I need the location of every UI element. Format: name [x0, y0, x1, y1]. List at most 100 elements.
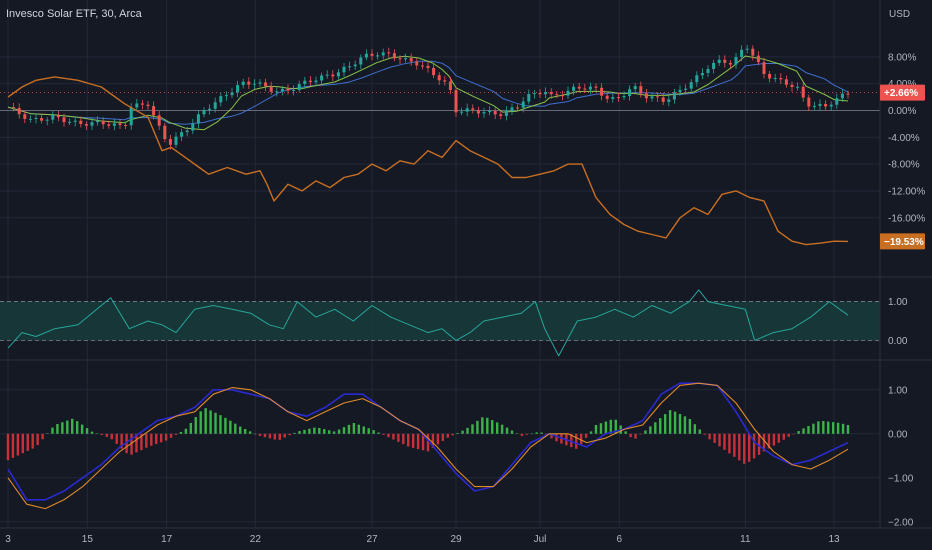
candle-body[interactable] — [661, 97, 665, 102]
histogram-bar[interactable] — [75, 421, 79, 434]
histogram-bar[interactable] — [6, 433, 10, 461]
histogram-bar[interactable] — [515, 433, 519, 434]
histogram-bar[interactable] — [841, 423, 845, 434]
histogram-bar[interactable] — [713, 433, 716, 443]
histogram-bar[interactable] — [594, 425, 598, 434]
histogram-bar[interactable] — [446, 433, 449, 438]
candle-body[interactable] — [762, 62, 766, 74]
histogram-bar[interactable] — [486, 417, 489, 434]
histogram-bar[interactable] — [293, 432, 296, 434]
histogram-bar[interactable] — [110, 433, 113, 440]
candle-body[interactable] — [146, 104, 150, 107]
histogram-bar[interactable] — [387, 433, 390, 438]
candle-body[interactable] — [331, 74, 335, 77]
histogram-bar[interactable] — [461, 430, 464, 434]
candle-body[interactable] — [689, 82, 693, 89]
candle-body[interactable] — [196, 114, 200, 124]
histogram-bar[interactable] — [26, 433, 29, 451]
histogram-bar[interactable] — [555, 433, 558, 442]
candle-body[interactable] — [359, 57, 363, 65]
histogram-bar[interactable] — [268, 433, 272, 439]
histogram-bar[interactable] — [105, 433, 109, 437]
candle-body[interactable] — [773, 77, 777, 79]
candle-body[interactable] — [460, 111, 464, 113]
histogram-bar[interactable] — [575, 433, 578, 449]
histogram-bar[interactable] — [426, 433, 430, 452]
histogram-bar[interactable] — [644, 430, 647, 434]
histogram-bar[interactable] — [367, 428, 370, 434]
candle-body[interactable] — [488, 110, 492, 113]
histogram-bar[interactable] — [807, 426, 810, 434]
histogram-bar[interactable] — [481, 417, 484, 434]
histogram-bar[interactable] — [634, 433, 637, 439]
histogram-bar[interactable] — [11, 433, 15, 458]
candle-body[interactable] — [56, 115, 60, 118]
histogram-bar[interactable] — [323, 429, 326, 434]
candle-body[interactable] — [740, 49, 744, 57]
candle-body[interactable] — [420, 65, 424, 67]
histogram-bar[interactable] — [135, 433, 138, 453]
candle-body[interactable] — [588, 86, 592, 90]
candle-body[interactable] — [560, 95, 564, 97]
candle-body[interactable] — [252, 83, 256, 85]
histogram-bar[interactable] — [530, 433, 533, 435]
candle-body[interactable] — [516, 107, 520, 109]
histogram-bar[interactable] — [303, 429, 306, 434]
histogram-bar[interactable] — [253, 433, 257, 435]
histogram-bar[interactable] — [46, 433, 49, 434]
histogram-bar[interactable] — [189, 422, 193, 434]
candle-body[interactable] — [745, 48, 749, 50]
candle-body[interactable] — [202, 110, 206, 115]
candle-body[interactable] — [555, 94, 559, 96]
histogram-bar[interactable] — [589, 431, 593, 434]
candle-body[interactable] — [796, 86, 800, 88]
histogram-bar[interactable] — [831, 422, 835, 434]
histogram-bar[interactable] — [71, 418, 74, 434]
candle-body[interactable] — [381, 52, 385, 56]
candle-body[interactable] — [532, 93, 536, 95]
candle-body[interactable] — [695, 75, 699, 83]
histogram-bar[interactable] — [234, 423, 237, 434]
candle-body[interactable] — [34, 117, 38, 119]
histogram-bar[interactable] — [777, 433, 781, 443]
candle-body[interactable] — [437, 75, 441, 81]
moving-average-slow[interactable] — [7, 60, 849, 125]
candle-body[interactable] — [51, 115, 55, 120]
candle-body[interactable] — [247, 81, 251, 85]
histogram-bar[interactable] — [782, 433, 785, 440]
histogram-bar[interactable] — [649, 426, 652, 434]
candle-body[interactable] — [611, 97, 615, 99]
candle-body[interactable] — [521, 101, 525, 108]
histogram-bar[interactable] — [728, 433, 731, 454]
histogram-bar[interactable] — [604, 421, 608, 434]
histogram-bar[interactable] — [510, 430, 514, 434]
histogram-bar[interactable] — [614, 419, 617, 434]
candle-body[interactable] — [476, 109, 480, 114]
candle-body[interactable] — [482, 112, 486, 114]
histogram-bar[interactable] — [313, 427, 316, 434]
candle-body[interactable] — [493, 110, 497, 115]
histogram-bar[interactable] — [56, 424, 59, 434]
histogram-bar[interactable] — [204, 408, 207, 434]
histogram-bar[interactable] — [16, 433, 20, 456]
histogram-bar[interactable] — [155, 433, 158, 445]
histogram-bar[interactable] — [836, 422, 840, 434]
candle-body[interactable] — [650, 96, 654, 99]
candle-body[interactable] — [566, 90, 570, 96]
candle-body[interactable] — [432, 67, 436, 76]
candle-body[interactable] — [392, 53, 396, 59]
candle-body[interactable] — [656, 96, 660, 98]
candle-body[interactable] — [23, 114, 27, 119]
candle-body[interactable] — [605, 95, 609, 99]
histogram-bar[interactable] — [733, 433, 736, 457]
histogram-bar[interactable] — [698, 429, 701, 434]
candle-body[interactable] — [768, 73, 772, 79]
histogram-bar[interactable] — [757, 433, 761, 455]
candle-body[interactable] — [135, 103, 139, 108]
candle-body[interactable] — [454, 90, 458, 113]
candle-body[interactable] — [292, 89, 296, 91]
candle-body[interactable] — [45, 119, 49, 121]
histogram-bar[interactable] — [377, 432, 380, 434]
candle-body[interactable] — [600, 87, 604, 96]
candle-body[interactable] — [801, 86, 805, 98]
